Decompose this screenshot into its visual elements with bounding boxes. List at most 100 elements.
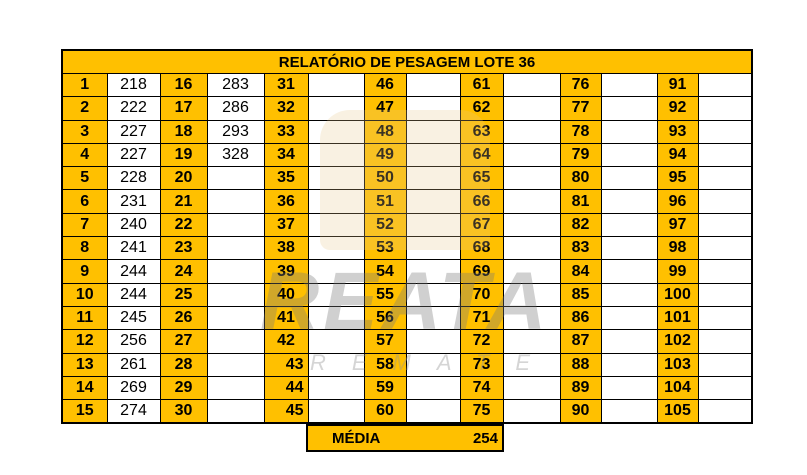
weight-cell[interactable] (502, 282, 561, 307)
weight-cell[interactable] (697, 96, 753, 121)
weight-cell[interactable] (502, 259, 561, 284)
weight-cell[interactable] (405, 399, 461, 424)
weight-cell[interactable] (502, 96, 561, 121)
weight-cell[interactable]: 293 (206, 119, 265, 144)
weight-cell[interactable] (600, 259, 658, 284)
weight-cell[interactable] (600, 166, 658, 191)
weight-cell[interactable] (307, 329, 365, 354)
weight-cell[interactable]: 244 (106, 282, 161, 307)
weight-cell[interactable] (307, 375, 365, 401)
weight-cell[interactable] (697, 329, 753, 354)
weight-cell[interactable] (405, 96, 461, 121)
weight-cell[interactable] (600, 119, 658, 144)
weight-cell[interactable]: 227 (106, 119, 161, 144)
weight-cell[interactable] (697, 166, 753, 191)
weight-cell[interactable] (502, 352, 561, 377)
weight-cell[interactable] (697, 142, 753, 168)
weight-cell[interactable] (405, 282, 461, 307)
weight-cell[interactable] (502, 399, 561, 424)
weight-cell[interactable] (307, 119, 365, 144)
weight-cell[interactable]: 283 (206, 72, 265, 98)
weight-cell[interactable]: 256 (106, 329, 161, 354)
weight-cell[interactable] (502, 236, 561, 261)
weight-cell[interactable] (307, 189, 365, 214)
weight-cell[interactable]: 328 (206, 142, 265, 168)
weight-cell[interactable] (600, 96, 658, 121)
weight-cell[interactable]: 222 (106, 96, 161, 121)
weight-cell[interactable] (600, 375, 658, 401)
weight-cell[interactable] (502, 166, 561, 191)
weight-cell[interactable] (206, 212, 265, 238)
weight-cell[interactable] (697, 399, 753, 424)
weight-cell[interactable] (405, 212, 461, 238)
weight-cell[interactable] (307, 259, 365, 284)
weight-cell[interactable]: 218 (106, 72, 161, 98)
weight-cell[interactable]: 244 (106, 259, 161, 284)
weight-cell[interactable] (405, 119, 461, 144)
weight-cell[interactable]: 227 (106, 142, 161, 168)
weight-cell[interactable] (405, 305, 461, 331)
weight-cell[interactable] (697, 259, 753, 284)
weight-cell[interactable]: 261 (106, 352, 161, 377)
weight-cell[interactable] (697, 282, 753, 307)
weight-cell[interactable] (697, 305, 753, 331)
weight-cell[interactable] (405, 352, 461, 377)
weight-cell[interactable] (405, 189, 461, 214)
weight-cell[interactable] (600, 212, 658, 238)
weight-cell[interactable] (307, 72, 365, 98)
weight-cell[interactable] (502, 212, 561, 238)
weight-cell[interactable]: 228 (106, 166, 161, 191)
weight-cell[interactable] (697, 72, 753, 98)
weight-cell[interactable] (600, 236, 658, 261)
weight-cell[interactable] (600, 282, 658, 307)
weight-cell[interactable] (307, 236, 365, 261)
weight-cell[interactable]: 245 (106, 305, 161, 331)
weight-cell[interactable]: 241 (106, 236, 161, 261)
weight-cell[interactable] (307, 399, 365, 424)
weight-cell[interactable] (697, 352, 753, 377)
weight-cell[interactable] (206, 166, 265, 191)
weight-cell[interactable] (206, 352, 265, 377)
weight-cell[interactable] (697, 236, 753, 261)
weight-cell[interactable] (502, 329, 561, 354)
weight-cell[interactable] (405, 375, 461, 401)
weight-cell[interactable] (405, 72, 461, 98)
weight-cell[interactable] (600, 329, 658, 354)
weight-cell[interactable] (600, 305, 658, 331)
weight-cell[interactable] (502, 189, 561, 214)
weight-cell[interactable] (502, 305, 561, 331)
weight-cell[interactable] (697, 212, 753, 238)
weight-cell[interactable] (502, 72, 561, 98)
weight-cell[interactable] (307, 282, 365, 307)
weight-cell[interactable] (206, 399, 265, 424)
weight-cell[interactable] (307, 96, 365, 121)
weight-cell[interactable] (405, 166, 461, 191)
weight-cell[interactable] (307, 142, 365, 168)
weight-cell[interactable] (206, 282, 265, 307)
weight-cell[interactable] (206, 329, 265, 354)
weight-cell[interactable] (405, 142, 461, 168)
weight-cell[interactable] (697, 119, 753, 144)
weight-cell[interactable]: 240 (106, 212, 161, 238)
weight-cell[interactable] (502, 375, 561, 401)
weight-cell[interactable]: 274 (106, 399, 161, 424)
weight-cell[interactable] (600, 399, 658, 424)
weight-cell[interactable] (206, 375, 265, 401)
weight-cell[interactable] (600, 72, 658, 98)
weight-cell[interactable] (697, 189, 753, 214)
weight-cell[interactable] (206, 236, 265, 261)
weight-cell[interactable] (697, 375, 753, 401)
weight-cell[interactable] (307, 352, 365, 377)
weight-cell[interactable] (405, 259, 461, 284)
weight-cell[interactable] (600, 189, 658, 214)
weight-cell[interactable] (206, 305, 265, 331)
weight-cell[interactable] (307, 305, 365, 331)
weight-cell[interactable] (502, 142, 561, 168)
weight-cell[interactable]: 231 (106, 189, 161, 214)
weight-cell[interactable] (206, 189, 265, 214)
weight-cell[interactable] (307, 166, 365, 191)
weight-cell[interactable]: 269 (106, 375, 161, 401)
weight-cell[interactable] (502, 119, 561, 144)
weight-cell[interactable] (405, 236, 461, 261)
weight-cell[interactable] (600, 142, 658, 168)
